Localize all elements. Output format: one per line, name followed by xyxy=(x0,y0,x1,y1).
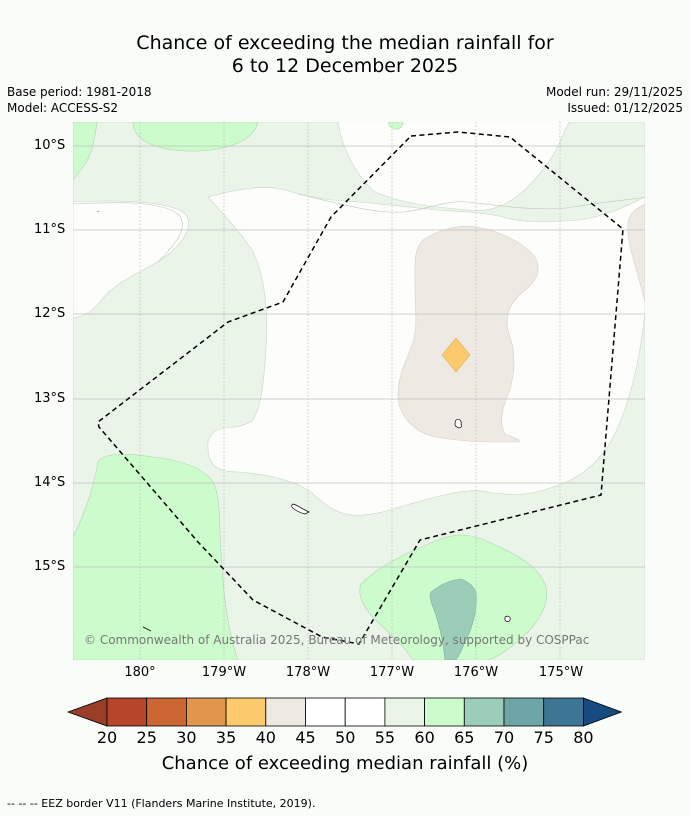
lon-label-177w: 177°W xyxy=(369,665,415,680)
lon-label-179w: 179°W xyxy=(201,665,247,680)
map-svg xyxy=(73,122,645,660)
lat-label-10s: 10°S xyxy=(34,138,66,153)
chart-title-line1: Chance of exceeding the median rainfall … xyxy=(136,32,554,54)
colorbar-segments xyxy=(66,697,623,727)
colorbar-tick-label: 60 xyxy=(414,728,435,747)
colorbar-segment xyxy=(463,697,505,727)
lat-label-13s: 13°S xyxy=(34,391,66,406)
base-period: Base period: 1981-2018 xyxy=(7,85,152,99)
island-southwest xyxy=(142,626,152,632)
contour-60-65-northwest xyxy=(73,122,98,181)
contour-60-65-north xyxy=(132,122,259,152)
contour-65-70-south xyxy=(429,578,477,660)
colorbar-segment xyxy=(186,697,227,727)
colorbar-segment xyxy=(543,697,584,727)
colorbar-tick-label: 70 xyxy=(493,728,515,747)
lon-label-175w: 175°W xyxy=(538,665,584,680)
colorbar-segment xyxy=(344,697,386,727)
model-run: Model run: 29/11/2025 xyxy=(545,85,683,99)
island-south xyxy=(504,615,511,622)
contour-line-northwest xyxy=(73,202,183,263)
colorbar-segment xyxy=(225,697,267,727)
colorbar-segment xyxy=(146,697,187,727)
issued-date: Issued: 01/12/2025 xyxy=(567,101,683,115)
colorbar-over-triangle xyxy=(583,697,623,727)
lon-label-176w: 176°W xyxy=(453,665,499,680)
lat-label-15s: 15°S xyxy=(34,559,66,574)
map-panel xyxy=(73,122,645,660)
colorbar-tick-label: 45 xyxy=(295,728,316,747)
contour-40-45-central xyxy=(397,225,539,443)
colorbar-tick-label: 80 xyxy=(573,728,594,747)
colorbar-tick-label: 25 xyxy=(136,728,157,747)
lat-label-12s: 12°S xyxy=(34,306,66,321)
eez-border xyxy=(97,131,624,645)
colorbar-segment xyxy=(384,697,425,727)
colorbar-under-triangle xyxy=(66,697,108,727)
copyright-notice: © Commonwealth of Australia 2025, Bureau… xyxy=(84,633,590,647)
island-wallis xyxy=(454,419,462,429)
colorbar-segment xyxy=(503,697,545,727)
colorbar-segment xyxy=(305,697,346,727)
colorbar-tick-label: 35 xyxy=(215,728,237,747)
colorbar-segment xyxy=(106,697,148,727)
lat-label-14s: 14°S xyxy=(34,475,66,490)
colorbar-tick-label: 20 xyxy=(96,728,118,747)
island-futuna xyxy=(291,503,310,515)
colorbar-tick-label: 55 xyxy=(374,728,396,747)
colorbar-tick-label: 75 xyxy=(533,728,554,747)
eez-footnote: -- -- -- EEZ border V11 (Flanders Marine… xyxy=(7,797,316,810)
lon-label-178w: 178°W xyxy=(285,665,331,680)
lon-label-180: 180° xyxy=(124,665,156,680)
graticule xyxy=(73,122,645,660)
colorbar xyxy=(66,697,623,727)
colorbar-tick-label: 30 xyxy=(176,728,197,747)
contour-60-65-north-small xyxy=(387,122,404,130)
colorbar-tick-label: 65 xyxy=(454,728,475,747)
colorbar-label: Chance of exceeding median rainfall (%) xyxy=(161,753,529,774)
contour-40-45-east xyxy=(627,203,645,303)
chart-title-line2: 6 to 12 December 2025 xyxy=(231,55,459,77)
colorbar-segment xyxy=(424,697,465,727)
colorbar-tick-label: 40 xyxy=(255,728,276,747)
model-name: Model: ACCESS-S2 xyxy=(7,101,119,115)
contour-35-40-hotspot xyxy=(441,337,471,373)
islands xyxy=(97,211,511,632)
colorbar-tick-label: 50 xyxy=(335,728,356,747)
contour-60-65-southwest xyxy=(73,453,239,660)
colorbar-segment xyxy=(265,697,306,727)
lat-label-11s: 11°S xyxy=(34,222,66,237)
